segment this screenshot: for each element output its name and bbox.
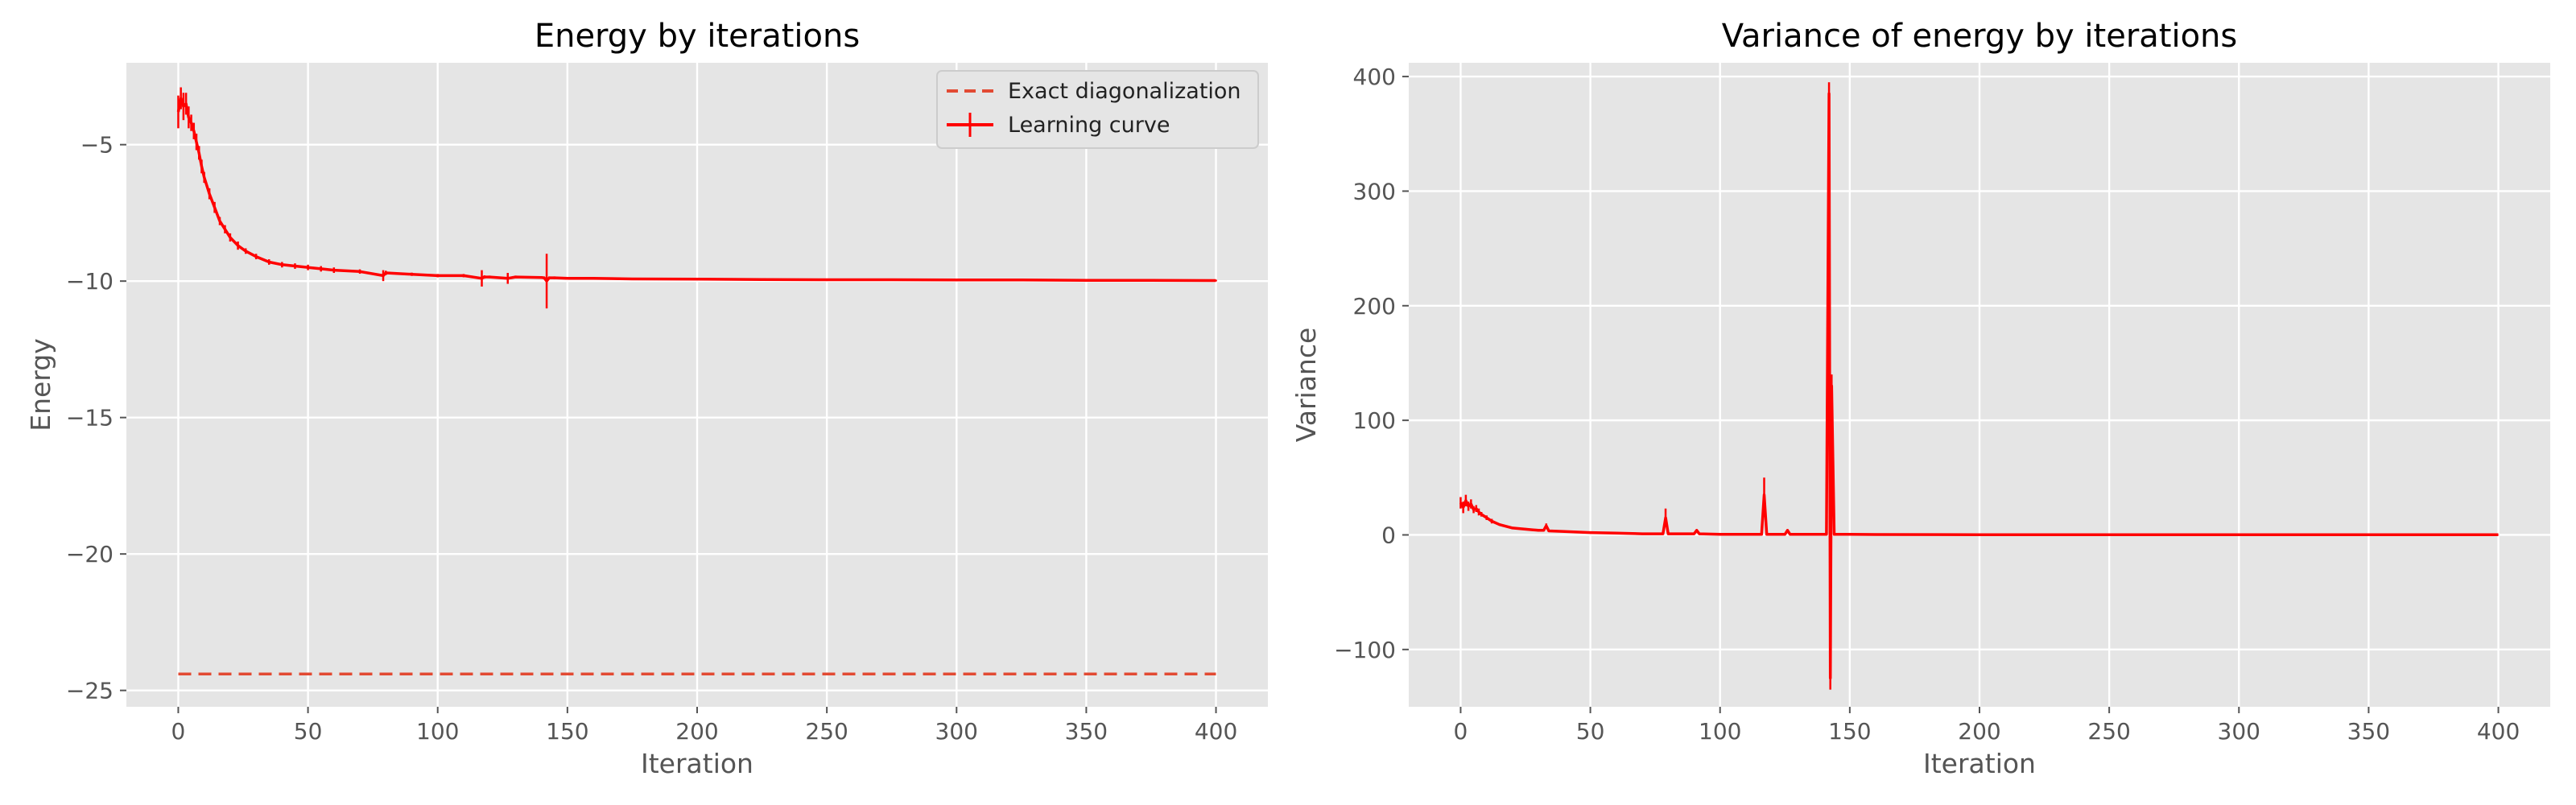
energy-chart: 0 50 100 150 200 250 300 350 400 −25 −20 −15 −10 −5 E…	[25, 18, 1268, 779]
variance-x-tick-label: 400	[2477, 718, 2520, 745]
energy-x-tick-label: 300	[935, 718, 978, 745]
variance-y-tick-label: 100	[1353, 407, 1396, 434]
variance-x-tick-label: 200	[1958, 718, 2000, 745]
variance-x-tick-label: 250	[2087, 718, 2130, 745]
variance-grid	[1409, 63, 2550, 707]
variance-x-axis-label: Iteration	[1923, 748, 2036, 779]
energy-x-tick-label: 0	[171, 718, 186, 745]
energy-y-tick-label: −5	[80, 132, 114, 159]
energy-x-tick-label: 350	[1065, 718, 1108, 745]
variance-y-tick-label: 400	[1353, 64, 1396, 90]
variance-ticks: 0 50 100 150 200 250 300 350 400 −100 0 100 200 300 40…	[1334, 64, 2520, 745]
variance-x-tick-label: 300	[2218, 718, 2260, 745]
energy-x-tick-label: 150	[546, 718, 588, 745]
energy-x-tick-label: 400	[1195, 718, 1237, 745]
energy-x-tick-label: 250	[805, 718, 848, 745]
variance-x-tick-label: 50	[1576, 718, 1605, 745]
energy-y-tick-label: −15	[66, 405, 114, 431]
variance-y-tick-label: 200	[1353, 293, 1396, 320]
energy-y-tick-label: −10	[66, 268, 114, 295]
energy-ticks: 0 50 100 150 200 250 300 350 400 −25 −20 −15 −10 −5	[66, 132, 1237, 745]
energy-y-tick-label: −20	[66, 541, 114, 568]
energy-chart-title: Energy by iterations	[535, 18, 860, 55]
legend-box	[936, 70, 1259, 149]
energy-x-tick-label: 50	[294, 718, 323, 745]
energy-x-tick-label: 100	[416, 718, 459, 745]
variance-y-axis-label: Variance	[1290, 328, 1322, 443]
energy-x-tick-label: 200	[675, 718, 718, 745]
legend-learning-curve-label: Learning curve	[1008, 113, 1170, 138]
energy-grid	[126, 63, 1268, 707]
energy-y-tick-label: −25	[66, 678, 114, 704]
variance-y-tick-label: 300	[1353, 178, 1396, 204]
energy-x-axis-label: Iteration	[641, 748, 753, 779]
variance-chart-title: Variance of energy by iterations	[1722, 18, 2237, 55]
legend: Exact diagonalization Learning curve	[936, 70, 1259, 149]
energy-y-axis-label: Energy	[25, 338, 56, 431]
energy-series	[176, 87, 1217, 676]
variance-x-tick-label: 150	[1828, 718, 1871, 745]
variance-x-tick-label: 0	[1454, 718, 1468, 745]
variance-x-tick-label: 100	[1699, 718, 1741, 745]
legend-exact-diagonalization-label: Exact diagonalization	[1008, 79, 1241, 104]
variance-y-tick-label: −100	[1334, 637, 1396, 663]
variance-chart: 0 50 100 150 200 250 300 350 400 −100 0 100 200 300 40…	[1290, 18, 2550, 779]
variance-y-tick-label: 0	[1381, 522, 1396, 548]
variance-x-tick-label: 350	[2347, 718, 2390, 745]
variance-series	[1459, 82, 2500, 690]
